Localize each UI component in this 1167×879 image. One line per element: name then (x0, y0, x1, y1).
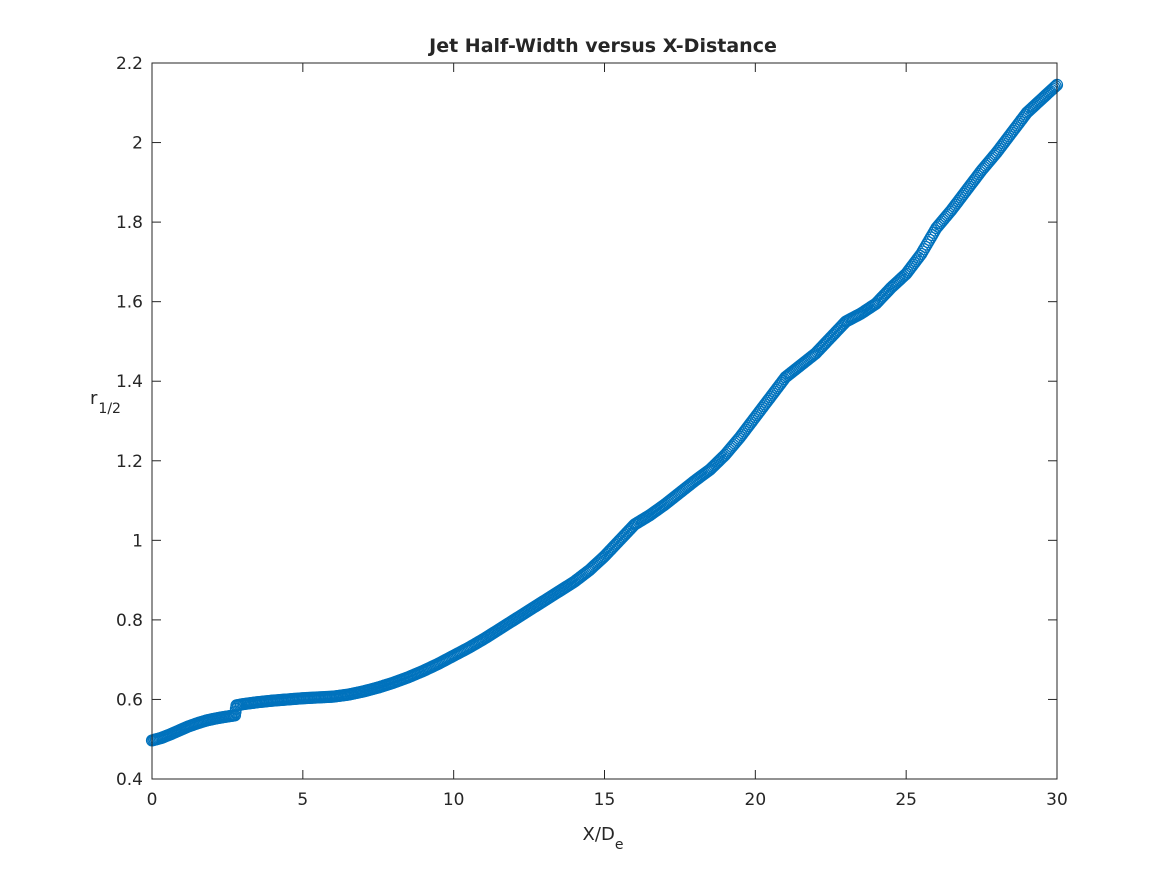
y-tick-label: 1.8 (116, 213, 143, 233)
chart-title: Jet Half-Width versus X-Distance (427, 35, 777, 57)
x-tick-label: 25 (895, 790, 917, 810)
y-tick-label: 1.6 (116, 293, 143, 313)
x-axis-label-main: X/D (583, 824, 615, 845)
x-tick-label: 5 (297, 790, 308, 810)
data-point (1049, 80, 1062, 93)
x-axis-label: X/De (583, 824, 624, 853)
y-axis-label-subscript: 1/2 (98, 401, 121, 417)
y-tick-label: 1 (132, 531, 143, 551)
y-tick-labels: 0.4 0.6 0.8 1 1.2 1.4 1.6 1.8 2 2.2 (116, 54, 143, 790)
data-point (1046, 82, 1059, 95)
x-tick-label: 15 (594, 790, 616, 810)
tick-marks (151, 62, 1058, 780)
y-tick-label: 0.8 (116, 611, 143, 631)
data-point (1048, 81, 1061, 94)
x-axis-label-subscript: e (615, 837, 624, 853)
x-tick-labels: 0 5 10 15 20 25 30 (147, 790, 1068, 810)
data-point (912, 251, 925, 264)
x-tick-label: 0 (147, 790, 158, 810)
y-axis-label: r1/2 (90, 388, 121, 417)
y-tick-label: 1.4 (116, 372, 143, 392)
y-tick-label: 0.6 (116, 690, 143, 710)
x-tick-label: 30 (1046, 790, 1068, 810)
y-axis-label-main: r (90, 388, 98, 409)
y-tick-label: 2.2 (116, 54, 143, 74)
data-points (145, 78, 1064, 747)
y-tick-label: 1.2 (116, 452, 143, 472)
x-tick-label: 20 (745, 790, 767, 810)
y-tick-label: 2 (132, 134, 143, 154)
y-tick-label: 0.4 (116, 770, 143, 790)
x-tick-label: 10 (443, 790, 465, 810)
